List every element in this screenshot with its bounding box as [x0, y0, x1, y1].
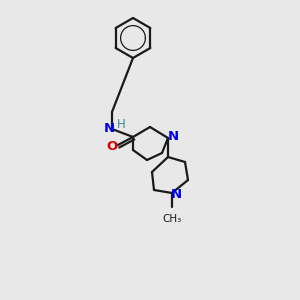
Text: O: O	[106, 140, 118, 152]
Text: N: N	[103, 122, 115, 136]
Text: H: H	[117, 118, 125, 130]
Text: N: N	[167, 130, 178, 143]
Text: N: N	[170, 188, 182, 200]
Text: CH₃: CH₃	[162, 214, 182, 224]
